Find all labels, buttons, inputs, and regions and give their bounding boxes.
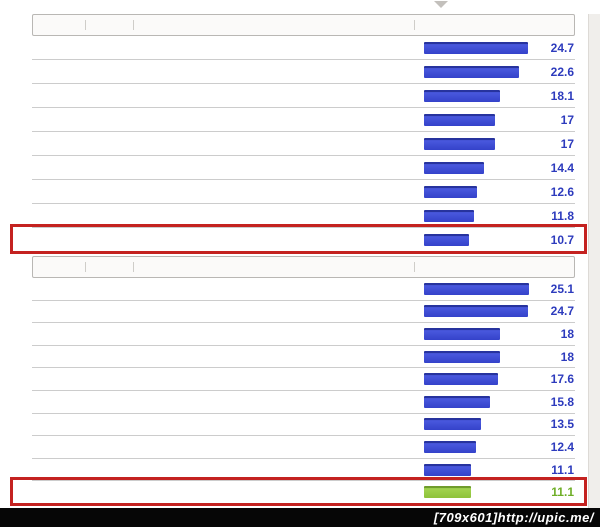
rating-bar	[424, 113, 496, 126]
rating-bar	[424, 282, 530, 295]
rating-bar	[424, 486, 471, 499]
rating-cell: 24.7	[414, 304, 575, 318]
table-row: 17	[32, 132, 575, 156]
rating-value: 12.6	[550, 184, 574, 199]
rating-bar	[424, 65, 519, 78]
watermark-text: [709x601]http://upic.me/	[433, 510, 594, 525]
table-header-row	[32, 14, 575, 36]
rating-value: 22.6	[550, 64, 574, 79]
rating-value: 17	[560, 112, 574, 127]
rating-cell: 11.8	[414, 209, 575, 223]
rating-bar	[424, 327, 500, 340]
ratings-table-2: 25.1 24.7 18 18 17.6 15.8 13.5 12.4 11.1 11.1	[10, 256, 587, 527]
rating-value: 13.5	[550, 417, 574, 432]
table-row: 14.4	[32, 156, 575, 180]
rating-bar	[424, 185, 477, 198]
rating-value: 10.7	[550, 232, 574, 247]
rating-bar	[424, 41, 528, 54]
rating-cell: 11.1	[414, 463, 575, 477]
rating-value: 18	[560, 326, 574, 341]
rating-value: 17.6	[550, 372, 574, 387]
table-row: 18.1	[32, 84, 575, 108]
table-row: 22.6	[32, 60, 575, 84]
table-row: 24.7	[32, 36, 575, 60]
rating-bar	[424, 463, 471, 476]
table-row: 12.6	[32, 180, 575, 204]
table-row: 11.1	[10, 477, 587, 506]
table-row: 10.7	[10, 224, 587, 254]
rating-value: 11.1	[551, 462, 574, 477]
rating-cell: 14.4	[414, 161, 575, 175]
chevron-down-icon[interactable]	[434, 1, 448, 8]
rating-cell: 25.1	[414, 282, 575, 296]
rating-cell: 17	[414, 113, 575, 127]
table-header-row	[32, 256, 575, 278]
rating-cell: 18.1	[414, 89, 575, 103]
rating-value: 24.7	[550, 304, 574, 319]
rating-cell: 12.6	[414, 185, 575, 199]
rating-cell: 24.7	[414, 41, 575, 55]
rating-value: 25.1	[550, 281, 574, 296]
rating-bar	[424, 373, 498, 386]
rating-cell: 15.8	[414, 395, 575, 409]
rating-cell: 11.1	[414, 485, 575, 499]
rating-cell: 18	[414, 350, 575, 364]
table-row: 13.5	[32, 413, 575, 437]
rating-bar	[424, 418, 481, 431]
ratings-table-1: 24.7 22.6 18.1 17 17 14.4 12.6 11.8 10.7	[10, 14, 587, 254]
rating-value: 18	[560, 349, 574, 364]
rating-value: 14.4	[550, 160, 574, 175]
rating-cell: 17.6	[414, 372, 575, 386]
rating-value: 15.8	[550, 394, 574, 409]
table-row: 11.1	[32, 458, 575, 482]
rating-bar	[424, 209, 474, 222]
table-row: 17.6	[32, 368, 575, 391]
table-row: 18	[32, 345, 575, 369]
table-row: 17	[32, 108, 575, 132]
table-row: 25.1	[32, 278, 575, 301]
rating-cell: 13.5	[414, 417, 575, 431]
rating-bar	[424, 161, 485, 174]
rating-bar	[424, 440, 477, 453]
rating-cell: 10.7	[414, 233, 575, 247]
watermark-bar: [709x601]http://upic.me/	[0, 508, 600, 527]
rating-bar	[424, 89, 501, 102]
rating-bar	[424, 395, 491, 408]
rating-cell: 17	[414, 137, 575, 151]
rating-cell: 12.4	[414, 440, 575, 454]
rating-value: 24.7	[550, 40, 574, 55]
rating-value: 12.4	[550, 439, 574, 454]
rating-bar	[424, 137, 496, 150]
rating-value: 18.1	[550, 88, 574, 103]
page-right-gutter	[588, 14, 600, 508]
table-row: 24.7	[32, 300, 575, 324]
rating-bar	[424, 305, 528, 318]
table-row: 18	[32, 323, 575, 346]
rating-cell: 22.6	[414, 65, 575, 79]
rating-cell: 18	[414, 327, 575, 341]
rating-value: 11.1	[551, 485, 574, 500]
rating-value: 11.8	[551, 208, 574, 223]
table-row: 11.8	[32, 204, 575, 228]
rating-bar	[424, 350, 500, 363]
table-row: 15.8	[32, 390, 575, 414]
rating-value: 17	[560, 136, 574, 151]
table-row: 12.4	[32, 436, 575, 459]
rating-bar	[424, 233, 469, 246]
